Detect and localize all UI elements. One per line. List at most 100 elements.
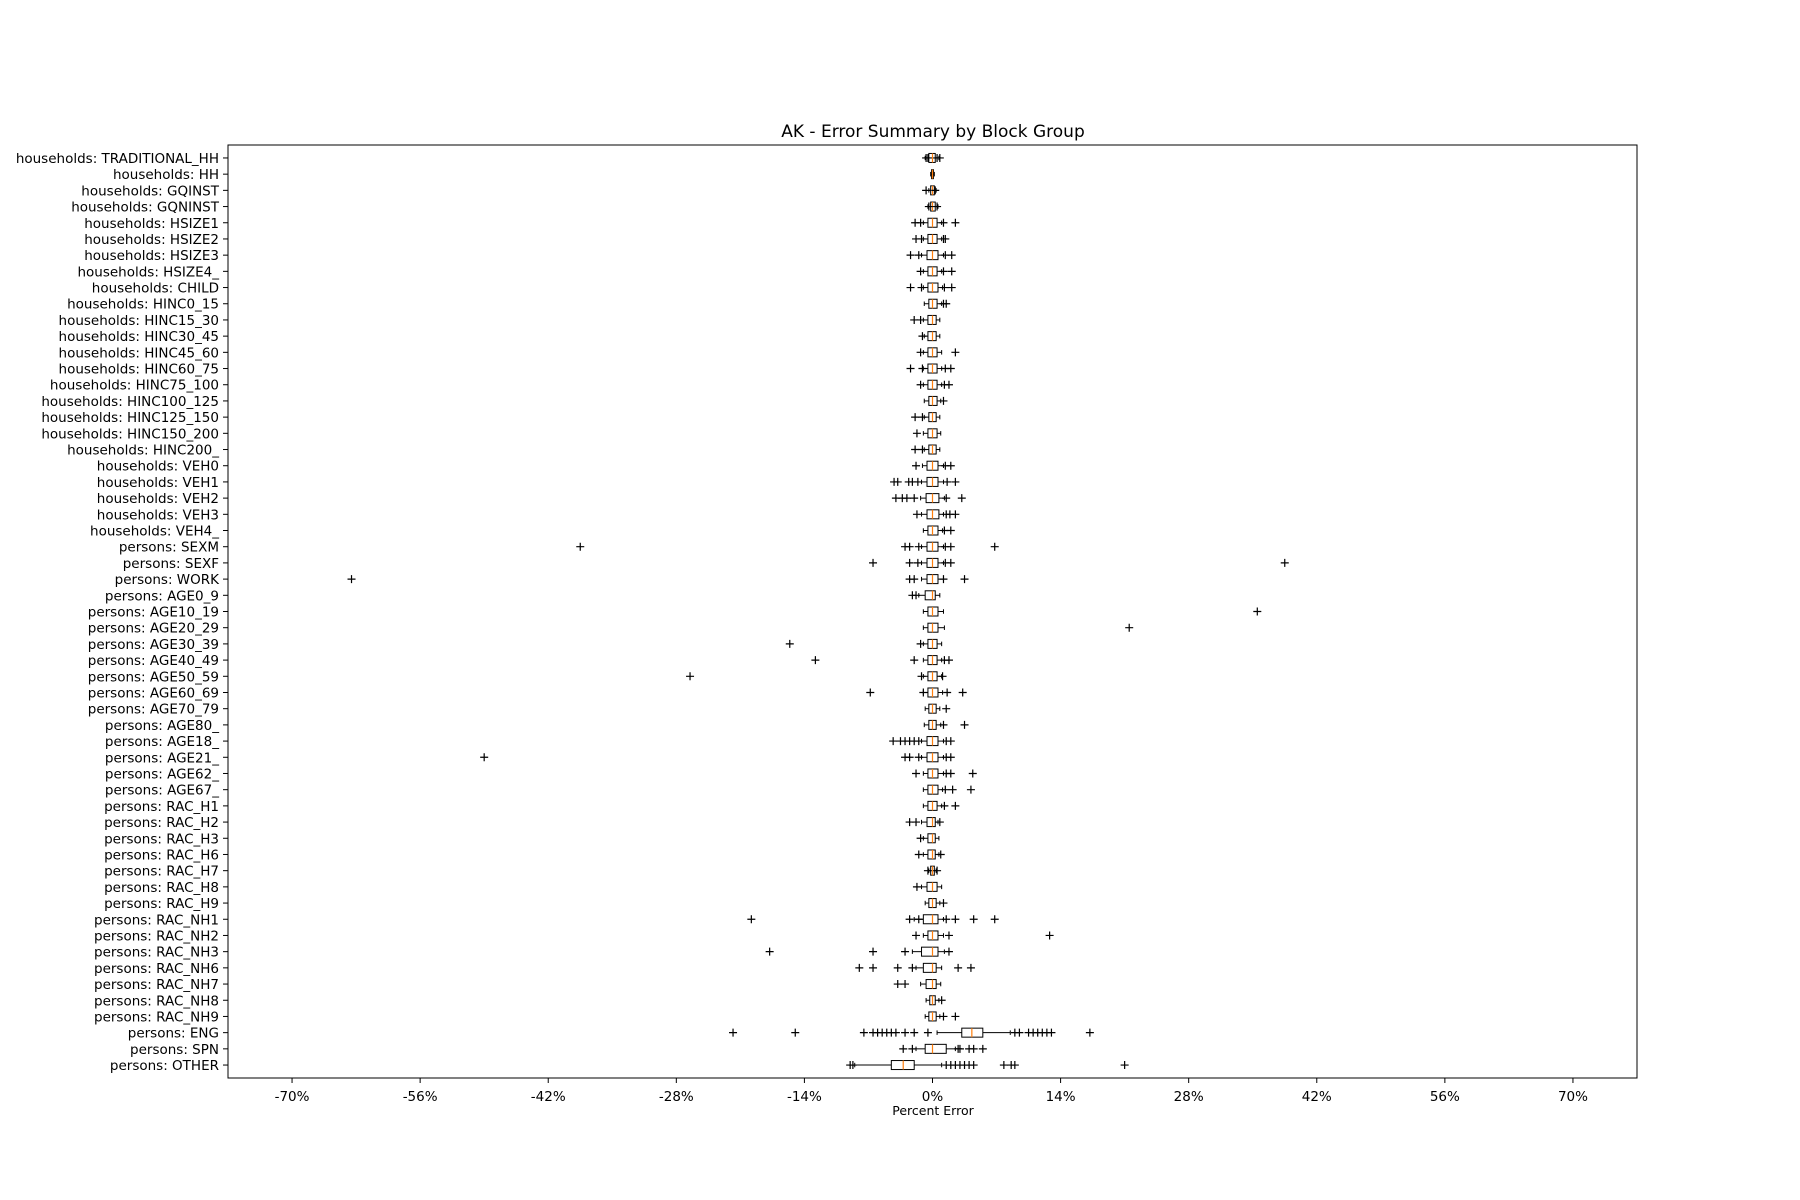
box-series: [866, 687, 967, 698]
flier-point: [906, 251, 915, 260]
y-tick-label: persons: AGE30_39: [88, 637, 219, 653]
y-tick-label: households: VEH0: [97, 459, 219, 475]
flier-point: [917, 234, 926, 243]
flier-point: [946, 769, 955, 778]
flier-point: [969, 1061, 978, 1070]
flier-point: [947, 283, 956, 292]
x-tick-label: 42%: [1302, 1089, 1332, 1105]
box-iqr: [927, 849, 936, 860]
flier-point: [941, 234, 950, 243]
flier-point: [912, 769, 921, 778]
flier-point: [922, 186, 931, 195]
flier-point: [968, 769, 977, 778]
flier-point: [966, 785, 975, 794]
y-tick-label: persons: AGE60_69: [88, 685, 219, 701]
box-series: [922, 525, 955, 536]
flier-point: [955, 1044, 964, 1053]
flier-point: [916, 380, 925, 389]
flier-point: [944, 656, 953, 665]
flier-point: [905, 753, 914, 762]
flier-point: [937, 996, 946, 1005]
flier-point: [924, 202, 933, 211]
flier-point: [951, 477, 960, 486]
flier-point: [939, 720, 948, 729]
y-tick-label: households: GQNINST: [71, 200, 220, 216]
flier-point: [969, 915, 978, 924]
flier-point: [944, 931, 953, 940]
box-iqr: [924, 590, 936, 601]
flier-point: [935, 153, 944, 162]
flier-point: [939, 396, 948, 405]
box-iqr: [927, 833, 936, 844]
x-tick-label: -14%: [787, 1089, 822, 1105]
flier-point: [946, 364, 955, 373]
y-tick-label: persons: SEXM: [119, 540, 219, 556]
y-tick-label: persons: AGE21_: [105, 750, 219, 766]
flier-point: [957, 494, 966, 503]
y-tick-label: persons: RAC_H1: [104, 799, 219, 815]
flier-point: [918, 413, 927, 422]
box-series: [911, 217, 960, 228]
flier-point: [901, 947, 910, 956]
x-tick-label: 14%: [1046, 1089, 1076, 1105]
chart-title: AK - Error Summary by Block Group: [781, 122, 1085, 142]
flier-point: [869, 963, 878, 972]
flier-point: [916, 639, 925, 648]
box-series: [747, 914, 999, 925]
flier-point: [942, 494, 951, 503]
flier-point: [966, 963, 975, 972]
y-tick-label: persons: RAC_H8: [104, 880, 219, 896]
flier-point: [729, 1028, 738, 1037]
box-series: [480, 752, 955, 763]
flier-point: [902, 494, 911, 503]
flier-point: [1253, 607, 1262, 616]
flier-point: [951, 915, 960, 924]
y-tick-label: households: HINC45_60: [59, 345, 219, 361]
y-tick-label: persons: AGE70_79: [88, 702, 219, 718]
box-series: [899, 1043, 987, 1054]
flier-point: [480, 753, 489, 762]
flier-point: [947, 251, 956, 260]
flier-point: [1047, 1028, 1056, 1037]
y-tick-label: households: HSIZE4_: [77, 264, 219, 280]
flier-point: [1045, 931, 1054, 940]
flier-point: [910, 575, 919, 584]
flier-point: [935, 818, 944, 827]
flier-point: [848, 1061, 857, 1070]
flier-point: [1120, 1061, 1129, 1070]
flier-point: [923, 153, 932, 162]
box-series: [765, 946, 953, 957]
box-series: [912, 768, 977, 779]
flier-point: [1015, 1028, 1024, 1037]
flier-point: [933, 202, 942, 211]
x-tick-label: 56%: [1430, 1089, 1460, 1105]
flier-point: [747, 915, 756, 924]
y-tick-label: persons: AGE80_: [105, 718, 219, 734]
flier-point: [923, 1028, 932, 1037]
box-series: [785, 638, 943, 649]
flier-point: [917, 283, 926, 292]
box-series: [889, 736, 955, 747]
flier-point: [910, 1028, 919, 1037]
flier-point: [1280, 558, 1289, 567]
box-series: [912, 460, 955, 471]
box-series: [911, 444, 941, 455]
flier-point: [765, 947, 774, 956]
flier-point: [908, 1044, 917, 1053]
box-iqr: [925, 979, 937, 990]
flier-point: [1085, 1028, 1094, 1037]
box-series: [912, 233, 950, 244]
flier-point: [1125, 623, 1134, 632]
box-series: [906, 282, 956, 293]
flier-point: [944, 947, 953, 956]
flier-point: [936, 850, 945, 859]
y-tick-label: households: HSIZE3: [84, 248, 219, 264]
plot-area: [227, 144, 1638, 1079]
y-tick-label: persons: RAC_H7: [104, 864, 219, 880]
flier-point: [946, 461, 955, 470]
y-tick-label: households: GQINST: [81, 183, 219, 199]
flier-point: [905, 558, 914, 567]
flier-point: [901, 980, 910, 989]
y-tick-label: persons: SEXF: [123, 556, 219, 572]
box-series: [811, 655, 953, 666]
